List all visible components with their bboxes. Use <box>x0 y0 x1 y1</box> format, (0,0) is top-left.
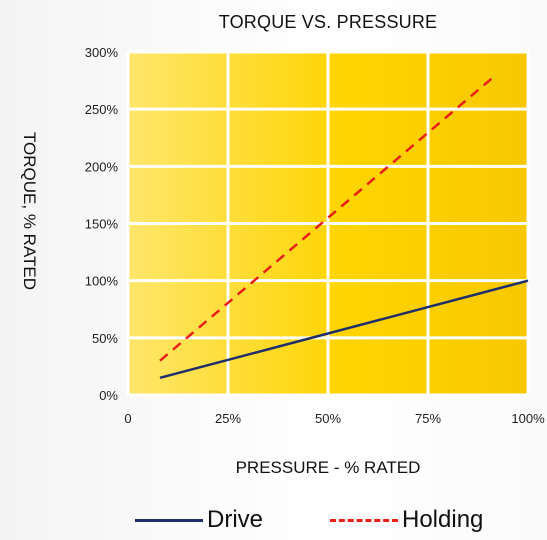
y-tick-label: 250% <box>85 102 119 117</box>
y-tick-label: 100% <box>85 274 119 289</box>
x-tick-label: 50% <box>315 411 341 426</box>
legend-item-drive: Drive <box>135 506 263 534</box>
series-line-holding <box>159 73 497 362</box>
x-tick-label: 25% <box>215 411 241 426</box>
chart-title: TORQUE VS. PRESSURE <box>218 12 438 32</box>
y-tick-label: 200% <box>85 159 119 174</box>
x-tick-label: 75% <box>415 411 441 426</box>
legend-swatch-holding <box>330 518 398 522</box>
legend-item-holding: Holding <box>330 506 483 534</box>
x-axis-label: PRESSURE - % RATED <box>235 458 421 477</box>
y-tick-label: 150% <box>85 217 119 232</box>
legend-swatch-drive <box>135 518 203 522</box>
legend-label-drive: Drive <box>207 506 264 533</box>
x-tick-label: 100% <box>511 411 545 426</box>
legend-label-holding: Holding <box>402 506 484 533</box>
x-tick-label: 0 <box>124 411 131 426</box>
series-line-drive <box>159 279 529 380</box>
y-tick-label: 50% <box>92 331 118 346</box>
y-tick-label: 0% <box>99 388 118 403</box>
y-tick-label: 300% <box>85 45 119 60</box>
legend: Drive Holding <box>0 506 547 540</box>
